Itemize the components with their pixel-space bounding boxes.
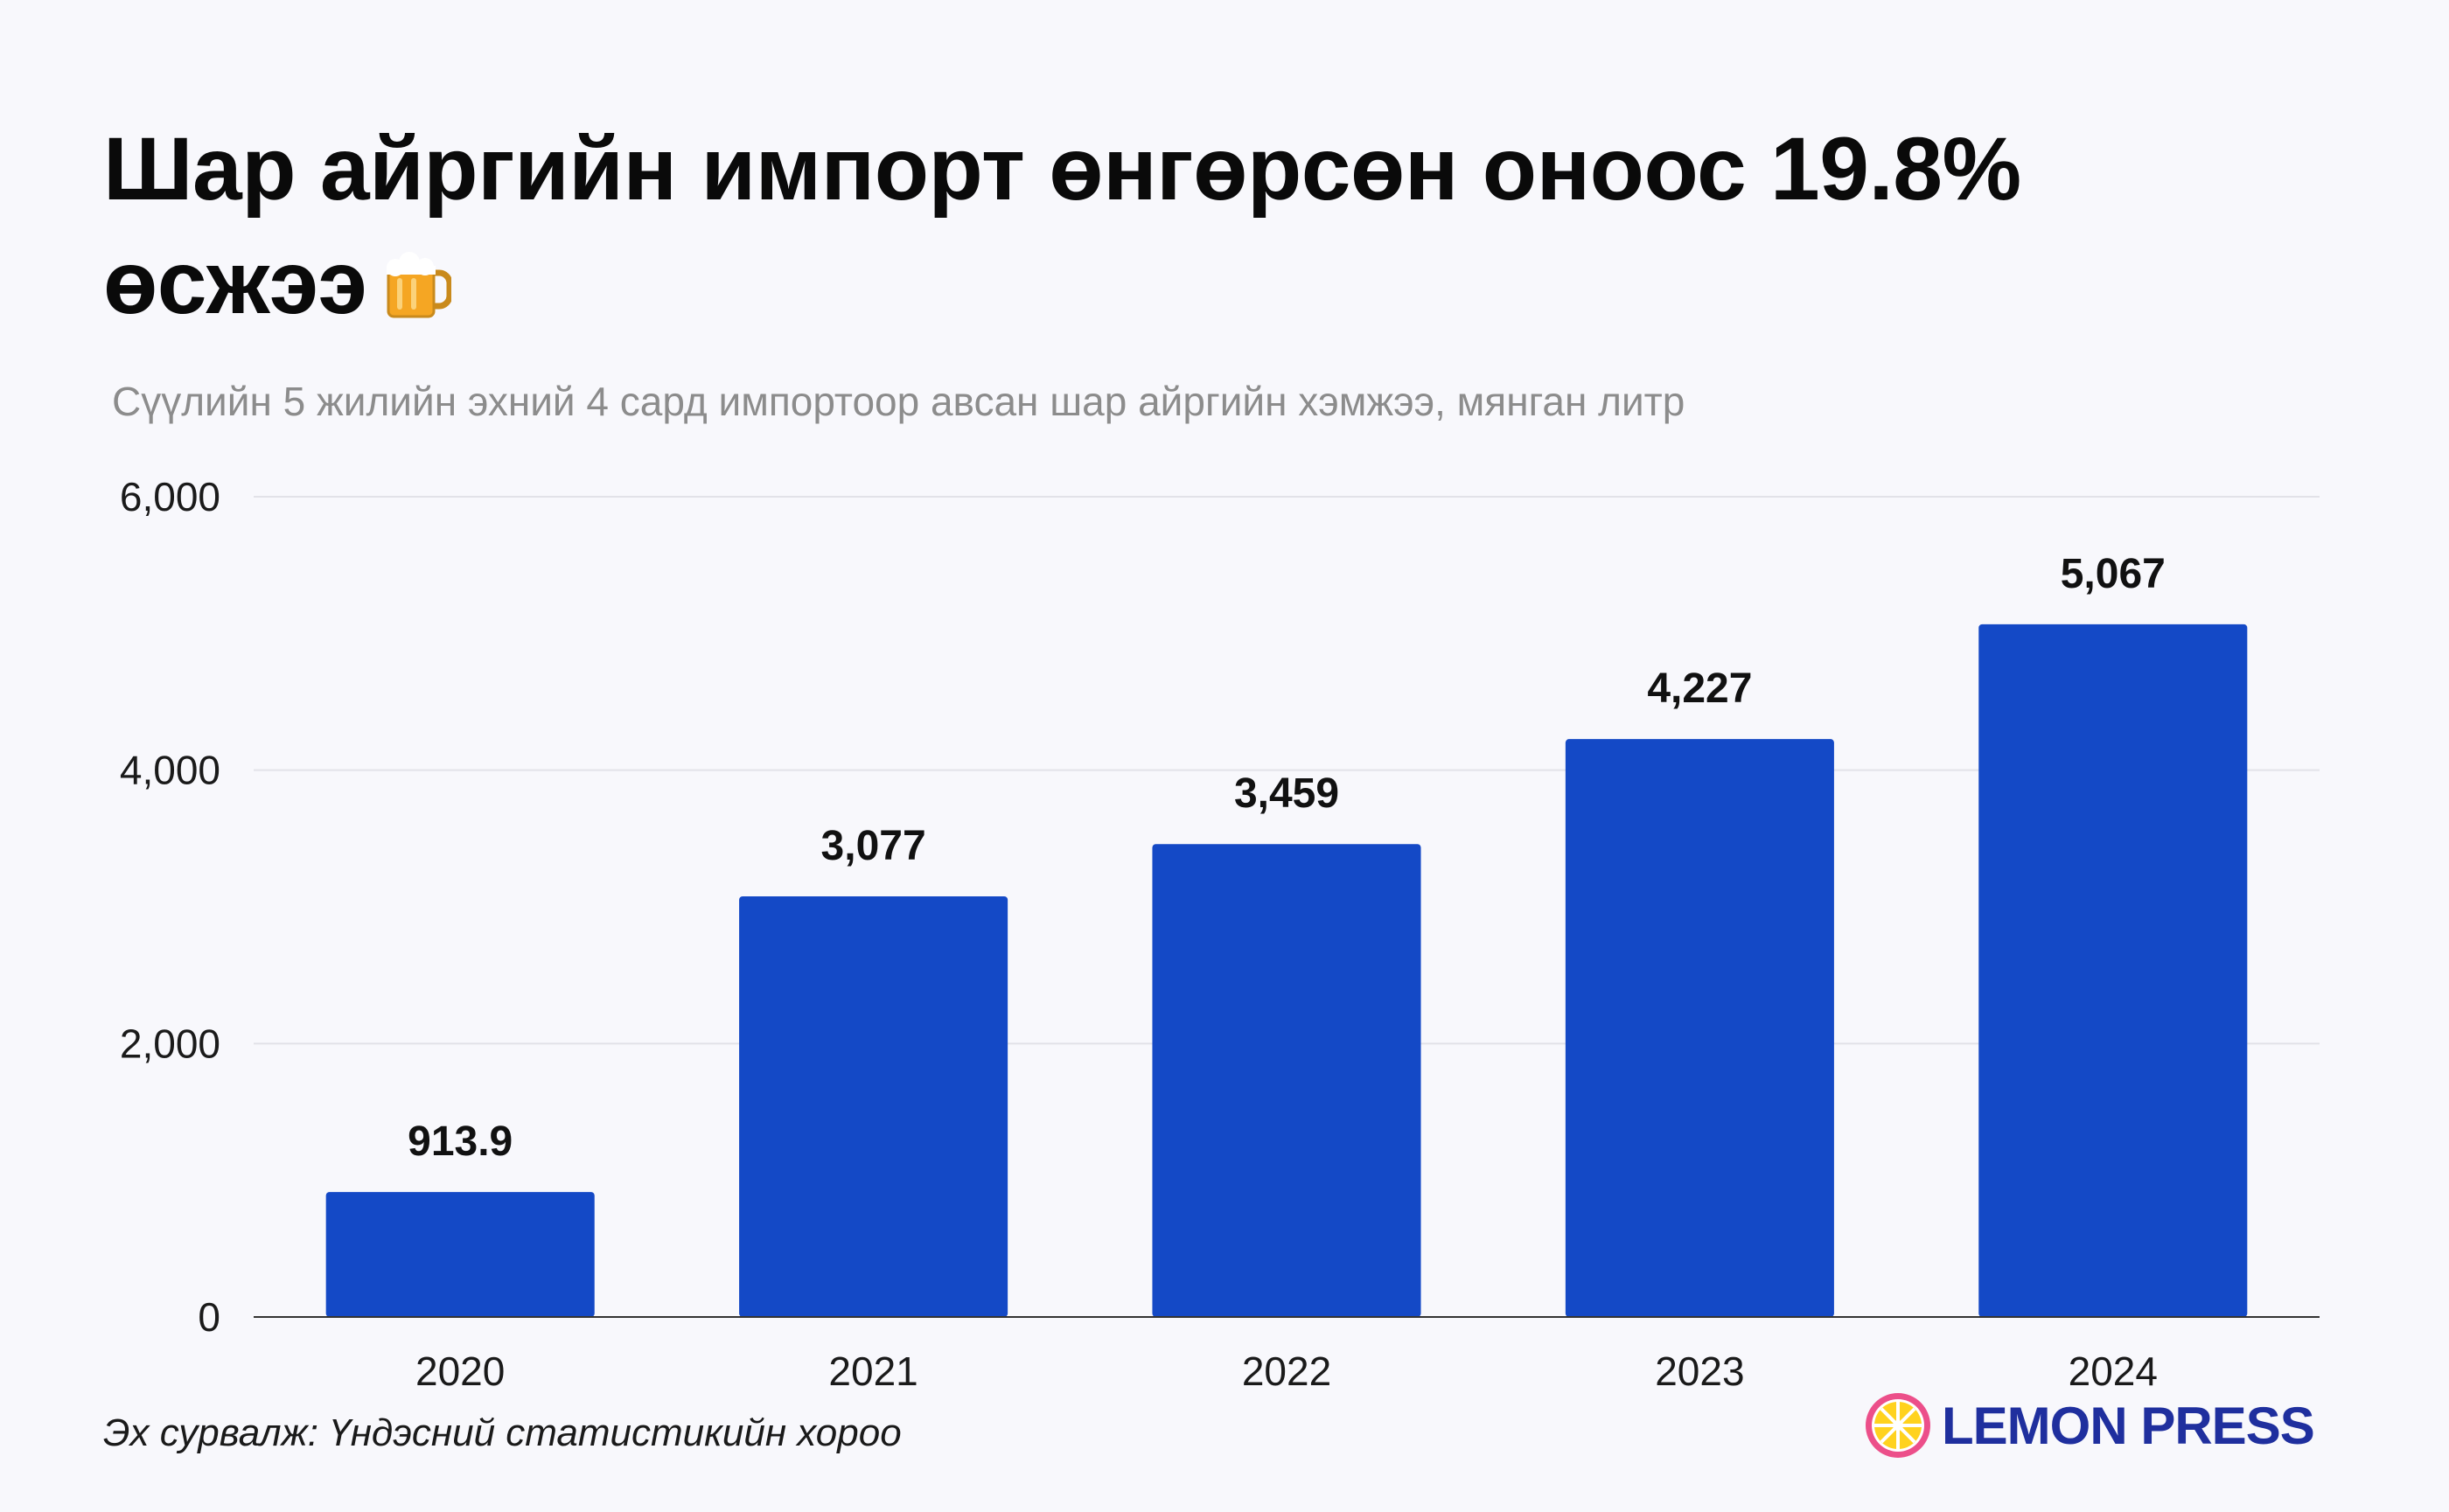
lemon-slice-icon (1866, 1393, 1930, 1458)
chart-title: Шар айргийн импорт өнгөрсөн оноос 19.8% … (103, 112, 2377, 346)
bar (739, 895, 1008, 1317)
bar (325, 1192, 595, 1317)
source-note: Эх сурвалж: Үндэсний статистикийн хороо (103, 1411, 902, 1454)
y-tick-label: 0 (198, 1294, 220, 1340)
axes: 0 2,000 4,000 6,000 2020 2021 2022 2023 2024 (120, 474, 2320, 1394)
data-label: 913.9 (408, 1118, 513, 1165)
x-tick-label: 2024 (2069, 1348, 2158, 1394)
y-tick-label: 2,000 (120, 1021, 220, 1066)
x-tick-label: 2023 (1655, 1348, 1744, 1394)
x-tick-label: 2020 (415, 1348, 505, 1394)
bar (1152, 844, 1421, 1317)
bars (325, 624, 2248, 1317)
data-labels: 913.9 3,077 3,459 4,227 5,067 (408, 551, 2166, 1165)
x-tick-label: 2022 (1242, 1348, 1331, 1394)
data-label: 5,067 (2061, 551, 2166, 597)
data-label: 3,459 (1234, 770, 1339, 817)
x-tick-label: 2021 (828, 1348, 918, 1394)
y-tick-label: 4,000 (120, 748, 220, 793)
bar (1978, 624, 2248, 1317)
title-line-2: өсжээ (103, 233, 367, 332)
brand-name: LEMON PRESS (1942, 1396, 2315, 1455)
bar (1565, 739, 1834, 1317)
data-label: 4,227 (1647, 665, 1752, 712)
brand-logo: LEMON PRESS (1863, 1390, 2315, 1460)
chart-subtitle: Сүүлийн 5 жилийн эхний 4 сард импортоор … (112, 379, 1685, 424)
data-label: 3,077 (821, 823, 926, 869)
title-line-1: Шар айргийн импорт өнгөрсөн оноос 19.8% (103, 119, 2021, 219)
beer-mug-icon (383, 233, 453, 346)
y-tick-label: 6,000 (120, 474, 220, 519)
